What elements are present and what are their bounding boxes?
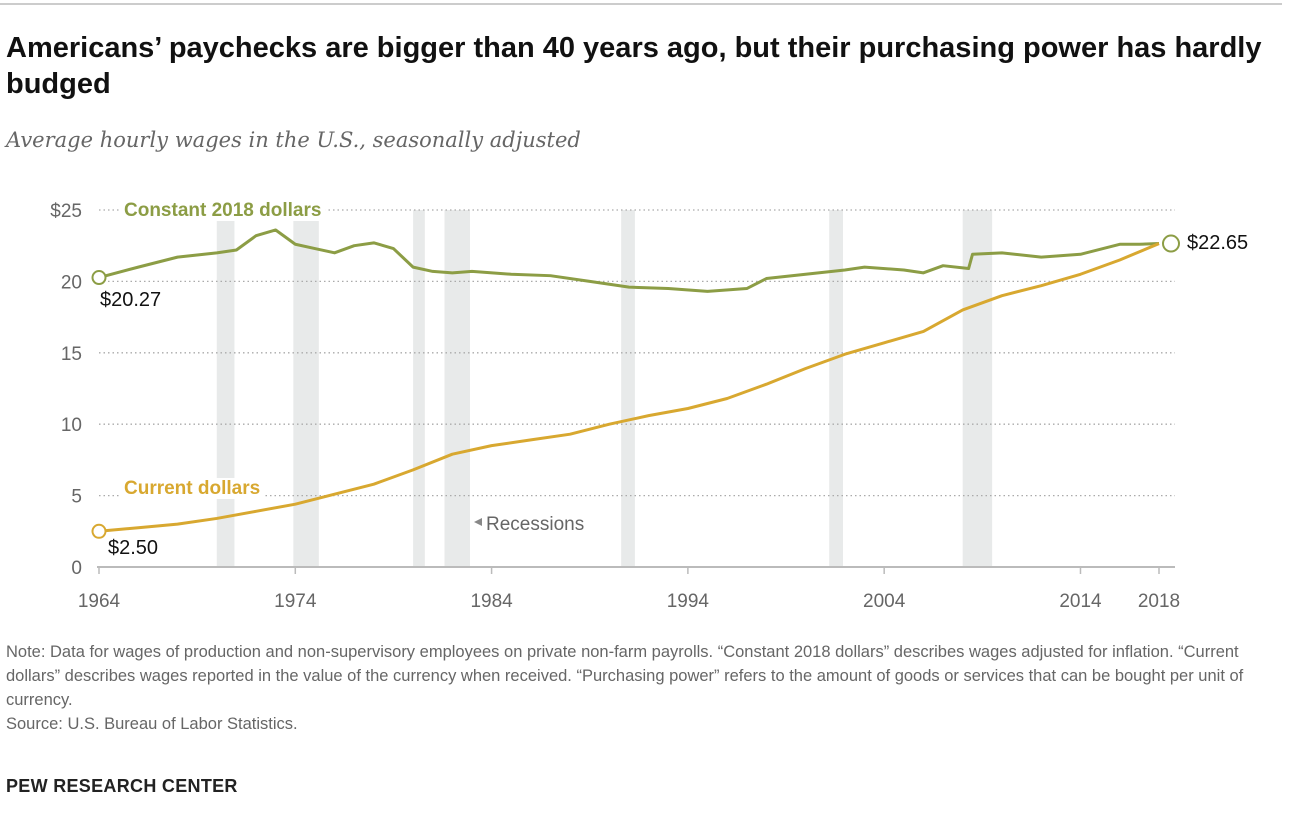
end-value: $22.65 — [1187, 232, 1248, 254]
y-tick-label: 5 — [71, 487, 82, 508]
source-text: Source: U.S. Bureau of Labor Statistics. — [6, 715, 298, 733]
x-tick-label: 2018 — [1138, 591, 1180, 612]
start-value-constant: $20.27 — [100, 289, 161, 311]
recessions-arrow-icon — [474, 518, 482, 526]
series-label-current-bg — [120, 478, 265, 499]
chart-title: Americans’ paychecks are bigger than 40 … — [6, 32, 1262, 100]
recession-band — [444, 210, 470, 567]
recession-band — [621, 210, 635, 567]
end-marker — [1162, 234, 1180, 253]
note-text: Note: Data for wages of production and n… — [6, 643, 1244, 709]
y-tick-label: 10 — [61, 415, 82, 436]
recession-band — [413, 210, 425, 567]
x-tick-label: 2004 — [863, 591, 906, 612]
recessions-label: Recessions — [486, 514, 584, 535]
start-marker — [91, 523, 107, 539]
chart-note: Note: Data for wages of production and n… — [6, 640, 1286, 736]
y-tick-label: $25 — [50, 201, 82, 222]
series-label-current: Current dollars — [124, 478, 260, 499]
brand-logo: PEW RESEARCH CENTER — [6, 776, 238, 796]
recession-band — [829, 210, 843, 567]
series-label-constant-bg — [120, 200, 326, 221]
x-tick-label: 1984 — [470, 591, 513, 612]
recession-band — [293, 210, 319, 567]
recession-band — [216, 210, 235, 567]
x-tick-label: 1994 — [667, 591, 710, 612]
series-label-constant: Constant 2018 dollars — [124, 200, 321, 221]
x-tick-label: 2014 — [1059, 591, 1102, 612]
start-value-current: $2.50 — [108, 537, 158, 559]
start-marker — [91, 270, 107, 286]
x-tick-label: 1964 — [78, 591, 121, 612]
y-tick-label: 15 — [61, 344, 82, 365]
chart-subtitle: Average hourly wages in the U.S., season… — [6, 128, 581, 152]
x-tick-label: 1974 — [274, 591, 317, 612]
y-tick-label: 0 — [71, 558, 82, 579]
series-line-current — [98, 242, 1160, 533]
y-tick-label: 20 — [61, 272, 82, 293]
recession-band — [962, 210, 993, 567]
top-rule — [0, 3, 1282, 5]
